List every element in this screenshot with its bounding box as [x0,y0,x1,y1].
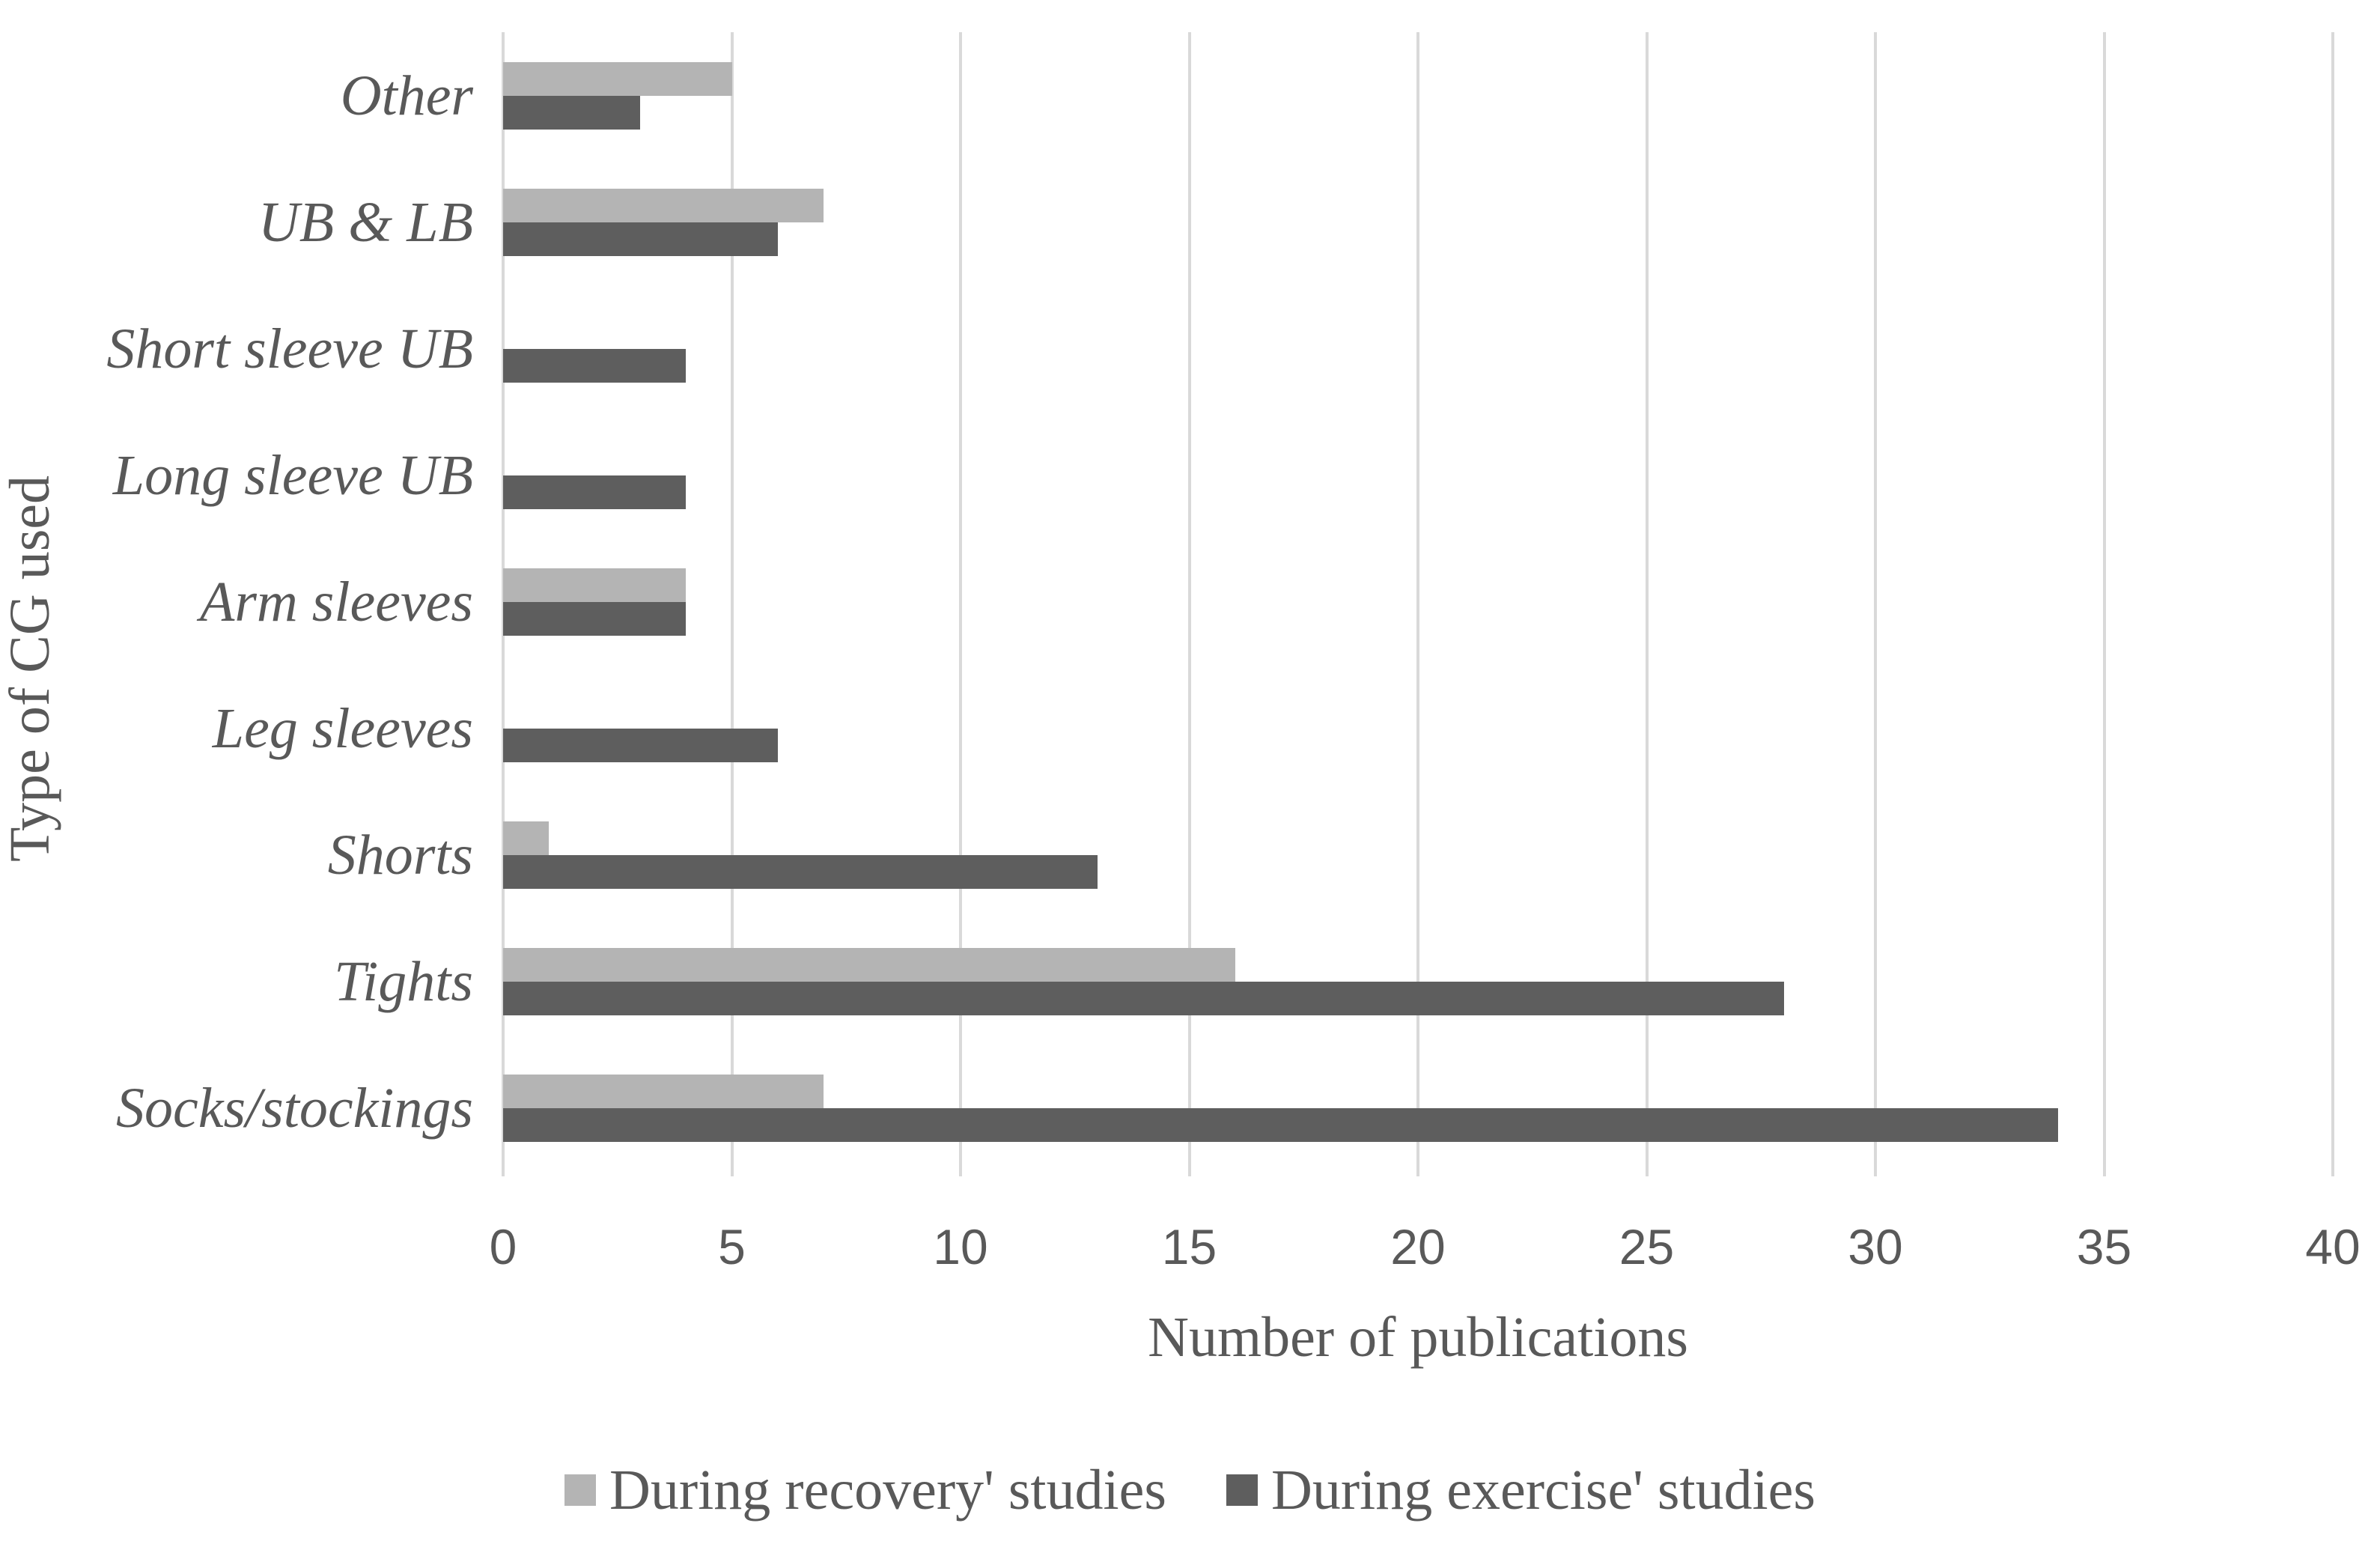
bar-recovery [503,568,687,602]
bar-exercise [503,728,778,762]
bar-exercise [503,1107,2059,1142]
x-tick-label-25: 25 [1619,1219,1675,1274]
bar-recovery [503,61,732,96]
legend: During recovery' studies During exercise… [0,1462,2380,1519]
x-tick-label-0: 0 [489,1219,517,1274]
category-label: Long sleeve UB [112,443,473,507]
x-tick-label-35: 35 [2076,1219,2132,1274]
bar-exercise [503,348,687,383]
x-tick-label-20: 20 [1390,1219,1446,1274]
category-label: Arm sleeves [199,570,473,633]
recovery-series-label: During recovery' studies [609,1459,1166,1522]
exercise-series-label: During exercise' studies [1270,1459,1816,1522]
recovery-series-swatch [564,1474,596,1506]
gridline-x-30 [1874,32,1877,1176]
bar-recovery [503,188,824,222]
x-tick-label-30: 30 [1848,1219,1903,1274]
category-label: Other [340,64,473,127]
legend-item-exercise: During exercise' studies [1226,1462,1816,1519]
gridline-x-10 [959,32,962,1176]
gridline-x-5 [730,32,734,1176]
category-label: UB & LB [258,190,473,254]
x-tick-label-10: 10 [933,1219,988,1274]
bar-exercise [503,854,1098,889]
category-label: Leg sleeves [212,696,473,760]
gridline-x-15 [1187,32,1191,1176]
x-tick-label-15: 15 [1161,1219,1217,1274]
bar-exercise [503,475,687,509]
bar-exercise [503,601,687,636]
category-label: Socks/stockings [115,1076,473,1140]
bar-exercise [503,95,641,130]
bar-exercise [503,222,778,256]
legend-item-recovery: During recovery' studies [564,1462,1166,1519]
x-tick-label-5: 5 [718,1219,746,1274]
gridline-x-40 [2331,32,2334,1176]
x-tick-label-40: 40 [2305,1219,2361,1274]
gridline-x-20 [1416,32,1419,1176]
exercise-series-swatch [1226,1474,1258,1506]
bar-recovery [503,821,550,855]
category-label: Short sleeve UB [106,317,473,380]
bar-exercise [503,981,1784,1015]
bar-recovery [503,947,1235,982]
category-label: Shorts [327,823,473,887]
gridline-x-35 [2102,32,2106,1176]
gridline-x-25 [1645,32,1649,1176]
x-axis-title: Number of publications [1148,1306,1688,1369]
category-label: Tights [334,949,473,1013]
bar-recovery [503,1074,824,1108]
